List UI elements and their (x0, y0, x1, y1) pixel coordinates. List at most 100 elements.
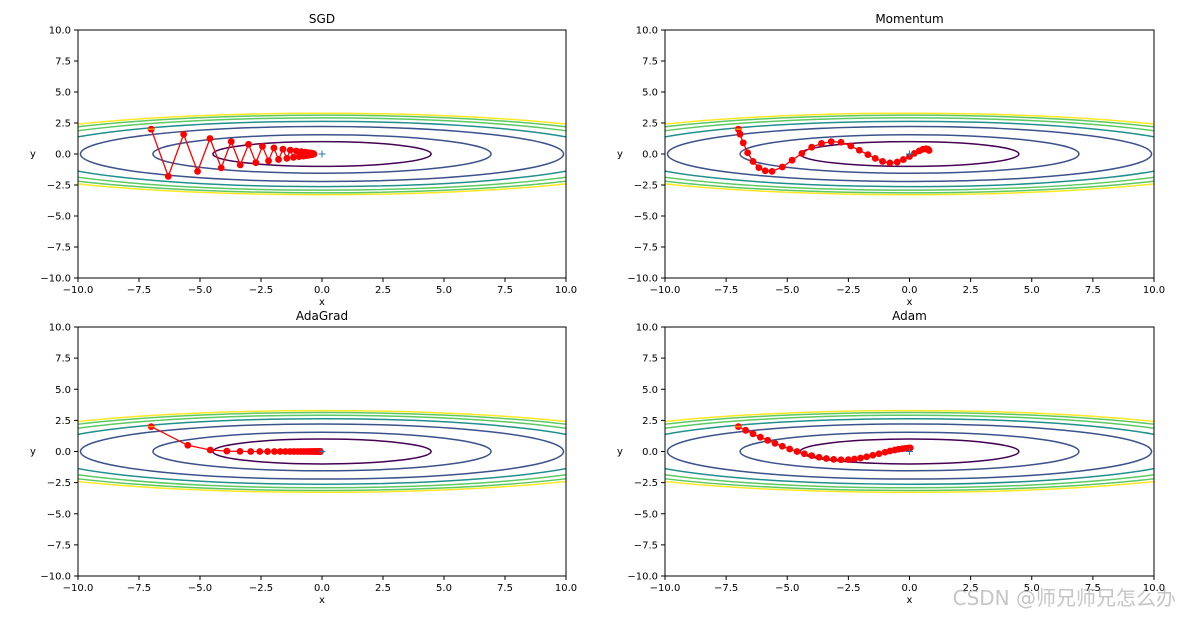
path-point (279, 145, 287, 153)
path-point (808, 452, 816, 460)
y-tick-label: 2.5 (642, 416, 658, 427)
contour-level (665, 409, 1154, 494)
path-point (837, 138, 845, 146)
minimum-marker (906, 150, 913, 158)
y-axis-label: y (617, 149, 623, 160)
path-point (788, 156, 796, 164)
y-tick-label: −5.0 (634, 212, 658, 223)
minimum-marker (318, 150, 326, 158)
y-tick-label: 10.0 (636, 26, 658, 37)
path-point (206, 135, 214, 142)
path-point (871, 154, 879, 162)
x-tick-label: 7.5 (1085, 285, 1101, 296)
path-point (899, 156, 907, 163)
path-point (283, 154, 291, 162)
x-tick-label: −10.0 (650, 583, 681, 594)
x-tick-label: 10.0 (1143, 583, 1165, 594)
path-point (742, 426, 750, 434)
contour-level (665, 114, 1154, 194)
path-point (227, 138, 235, 146)
x-tick-label: 0.0 (902, 285, 918, 296)
path-point (886, 159, 894, 167)
path-point (800, 450, 808, 458)
path-point (739, 139, 747, 147)
x-tick-label: 2.5 (963, 583, 979, 594)
path-point (180, 131, 188, 138)
contour-level (739, 134, 1080, 174)
path-point (851, 455, 858, 463)
y-tick-label: −7.5 (634, 243, 658, 254)
x-tick-label: 10.0 (555, 583, 577, 594)
contour-lines (78, 409, 566, 494)
path-point (793, 448, 801, 455)
y-tick-label: 7.5 (55, 354, 71, 365)
path-point (925, 147, 933, 154)
x-tick-label: 7.5 (497, 285, 513, 296)
path-point (879, 158, 887, 165)
path-point (264, 448, 271, 455)
y-tick-label: 2.5 (55, 416, 71, 427)
subplot-title: Momentum (875, 12, 943, 26)
contour-level (79, 423, 565, 480)
y-tick-label: −2.5 (634, 181, 658, 192)
path-point (808, 143, 816, 151)
x-tick-label: −10.0 (63, 285, 94, 296)
y-tick-label: −10.0 (627, 572, 658, 583)
path-point (815, 453, 823, 461)
path-point (830, 455, 838, 463)
path-point (818, 140, 825, 147)
path-point (247, 448, 255, 455)
path-point (286, 146, 294, 154)
path-point (276, 448, 284, 455)
path-point (869, 451, 877, 459)
x-tick-label: −5.0 (188, 583, 212, 594)
subplot-sgd: −10.0 −7.5 −5.0 −2.5 0.0 2.5 5.0 7.5 10.0 −10.0 −7… (30, 12, 577, 308)
contour-level (665, 112, 1154, 196)
subplot-title: SGD (309, 12, 335, 26)
path-point (194, 167, 201, 175)
path-point (206, 446, 214, 454)
path-point (822, 455, 830, 462)
y-tick-label: −10.0 (627, 274, 658, 285)
path-point (245, 140, 252, 148)
x-tick-label: 0.0 (314, 583, 330, 594)
x-tick-label: 2.5 (375, 285, 391, 296)
x-tick-label: −2.5 (249, 583, 273, 594)
path-point (837, 456, 845, 464)
contour-level (212, 140, 432, 168)
path-point (798, 149, 806, 157)
path-point (749, 158, 757, 165)
y-tick-label: 7.5 (55, 57, 71, 68)
path-point (764, 436, 772, 444)
x-tick-label: 0.0 (314, 285, 330, 296)
path-point (847, 142, 855, 150)
x-axis-label: x (319, 297, 325, 308)
contour-level (665, 117, 1154, 191)
y-tick-label: 10.0 (49, 323, 71, 334)
path-point (756, 433, 764, 441)
path-point (744, 149, 752, 157)
x-tick-label: 10.0 (1143, 285, 1165, 296)
y-tick-label: 10.0 (49, 26, 71, 37)
path-point (749, 430, 757, 438)
x-tick-label: 2.5 (963, 285, 979, 296)
path-point (252, 159, 260, 167)
path-point (844, 456, 852, 463)
y-tick-label: −10.0 (40, 572, 71, 583)
subplot-momentum: −10.0 −7.5 −5.0 −2.5 0.0 2.5 5.0 7.5 10.0 −10.0 −7… (617, 12, 1165, 308)
contour-level (78, 411, 566, 492)
contour-lines (665, 409, 1154, 494)
y-tick-label: −7.5 (47, 243, 71, 254)
x-tick-label: 5.0 (436, 583, 452, 594)
contour-level (152, 431, 492, 472)
x-tick-label: −7.5 (714, 285, 738, 296)
path-point (259, 142, 266, 150)
path-point (164, 172, 172, 180)
contour-level (665, 120, 1154, 188)
y-tick-label: −7.5 (47, 540, 71, 551)
contour-level (78, 418, 566, 485)
y-tick-label: −2.5 (47, 181, 71, 192)
path-point (857, 454, 864, 462)
path-point (863, 453, 871, 461)
path-point (236, 161, 244, 169)
